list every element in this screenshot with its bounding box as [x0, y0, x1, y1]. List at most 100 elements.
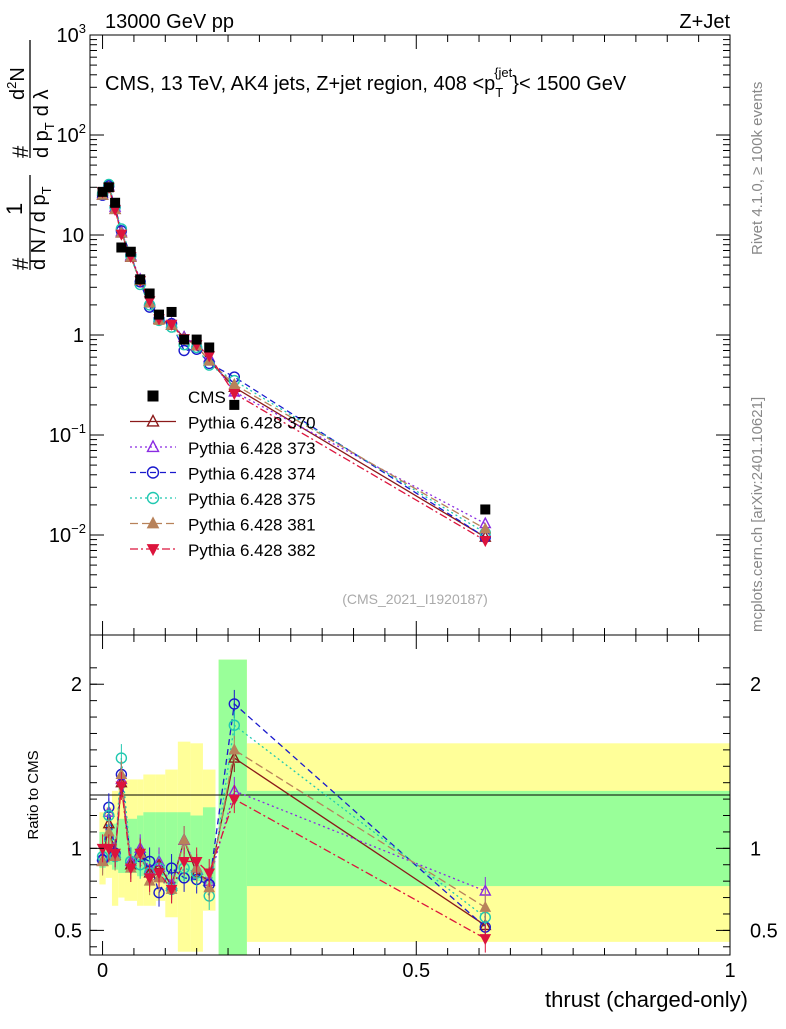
legend-marker — [146, 466, 160, 479]
main-ytick-label: 10−1 — [49, 421, 86, 447]
cms-data-markers — [97, 182, 491, 515]
cms-data-point — [144, 288, 155, 299]
ratio-series-point — [153, 868, 165, 880]
ratio-series-point — [228, 698, 241, 710]
svg-text:#: # — [8, 145, 33, 158]
ratio-frame — [89, 634, 731, 956]
ratio-uncertainty-bands — [99, 659, 731, 955]
main-series-point — [165, 319, 178, 331]
ratio-series-point — [143, 873, 156, 885]
ratio-series-point — [228, 794, 241, 806]
main-ytick-label: 1 — [73, 325, 84, 347]
svg-text:1: 1 — [2, 203, 27, 215]
legend-marker — [146, 516, 160, 529]
cms-data-point — [166, 306, 177, 317]
ratio-xtick-label: 0.5 — [402, 960, 430, 982]
main-series-point — [228, 377, 241, 389]
ratio-series-point — [124, 863, 137, 875]
legend-label: Pythia 6.428 381 — [188, 516, 316, 535]
ratio-ytick-label: 2 — [71, 674, 82, 696]
main-ylabel: # 1 d N / d pT # d2N d pTd λ — [2, 40, 57, 270]
cms-data-point — [103, 182, 114, 193]
legend-marker — [146, 439, 160, 453]
ratio-series-point — [165, 862, 178, 874]
ratio-series-markers — [96, 689, 492, 953]
legend-marker — [146, 491, 160, 505]
cms-data-point — [97, 186, 108, 197]
cms-data-point — [204, 342, 215, 353]
main-ytick-label: 10−2 — [49, 521, 86, 547]
ratio-series-point — [228, 719, 241, 731]
cms-data-point — [125, 246, 136, 257]
ratio-ytick-label-right: 1 — [750, 838, 761, 860]
ratio-series-point — [203, 881, 216, 893]
legend-label: Pythia 6.428 375 — [188, 490, 316, 509]
ratio-band-green — [246, 790, 731, 887]
main-series-line — [102, 184, 486, 538]
ratio-ytick-label-right: 0.5 — [750, 920, 778, 942]
ratio-series-point — [479, 934, 492, 946]
ratio-xtick-label: 0 — [97, 960, 108, 982]
svg-text:#: # — [8, 257, 33, 270]
analysis-watermark: (CMS_2021_I1920187) — [342, 591, 488, 607]
main-series-line — [102, 186, 486, 542]
legend-label: Pythia 6.428 374 — [188, 465, 316, 484]
ratio-ylabel: Ratio to CMS — [25, 750, 42, 839]
main-series-line — [102, 185, 486, 538]
legend: CMS Pythia 6.428 370 Pythia 6.428 373 Pythi… — [130, 388, 316, 560]
main-series-point — [228, 389, 241, 401]
ratio-ytick-label-right: 2 — [750, 674, 761, 696]
main-ytick-label: 102 — [57, 121, 86, 147]
cms-data-point — [229, 399, 240, 410]
main-ytick-label: 10 — [62, 225, 84, 247]
ratio-series-point — [178, 833, 190, 845]
ratio-band-green — [118, 818, 125, 873]
main-series-point — [178, 344, 190, 357]
cms-data-point — [191, 334, 202, 345]
ratio-series-point — [178, 856, 190, 869]
main-series-point — [115, 229, 128, 241]
cms-data-point — [179, 334, 190, 345]
ratio-band-green — [155, 812, 166, 882]
ratio-series-point — [109, 848, 121, 860]
legend-cms-marker — [147, 390, 159, 402]
ratio-axes: 0.5 0.5 1 1 2 2 0 0.5 1 — [54, 635, 778, 982]
cms-data-point — [135, 274, 146, 285]
cms-data-point — [480, 504, 491, 515]
ratio-series-point — [479, 900, 492, 912]
cms-data-point — [110, 197, 121, 208]
ratio-series-point — [165, 884, 178, 896]
ratio-series-point — [228, 743, 241, 755]
ratio-series-line — [101, 748, 486, 908]
ratio-ytick-label: 0.5 — [54, 920, 82, 942]
header-right: Z+Jet — [679, 11, 730, 33]
svg-text:d pTd λ: d pTd λ — [31, 90, 57, 158]
legend-label: Pythia 6.428 370 — [188, 414, 316, 433]
mcplots-label: mcplots.cern.ch [arXiv:2401.10621] — [749, 397, 766, 632]
legend-label: Pythia 6.428 373 — [188, 439, 316, 458]
ratio-series-point — [190, 856, 203, 869]
ratio-band-green — [165, 812, 178, 885]
ratio-series-point — [115, 781, 128, 793]
rivet-label: Rivet 4.1.0, ≥ 100k events — [749, 82, 766, 255]
cms-data-point — [116, 242, 127, 253]
ratio-series-point — [203, 868, 216, 880]
svg-text:d2N: d2N — [4, 67, 29, 100]
ratio-ytick-label: 1 — [71, 838, 82, 860]
main-ytick-label: 103 — [57, 21, 86, 47]
ratio-band-green — [218, 659, 247, 955]
main-series-point — [479, 522, 492, 534]
header-left: 13000 GeV pp — [105, 11, 234, 33]
svg-text:d N / d pT: d N / d pT — [28, 186, 54, 270]
main-series-point — [479, 536, 492, 548]
main-title: CMS, 13 TeV, AK4 jets, Z+jet region, 408… — [105, 65, 627, 100]
main-series-lines — [102, 182, 486, 542]
legend-label: CMS — [188, 388, 226, 407]
legend-label: Pythia 6.428 382 — [188, 541, 316, 560]
legend-marker — [146, 544, 160, 557]
ratio-xlabel: thrust (charged-only) — [545, 987, 748, 1012]
ratio-series-point — [134, 848, 147, 860]
